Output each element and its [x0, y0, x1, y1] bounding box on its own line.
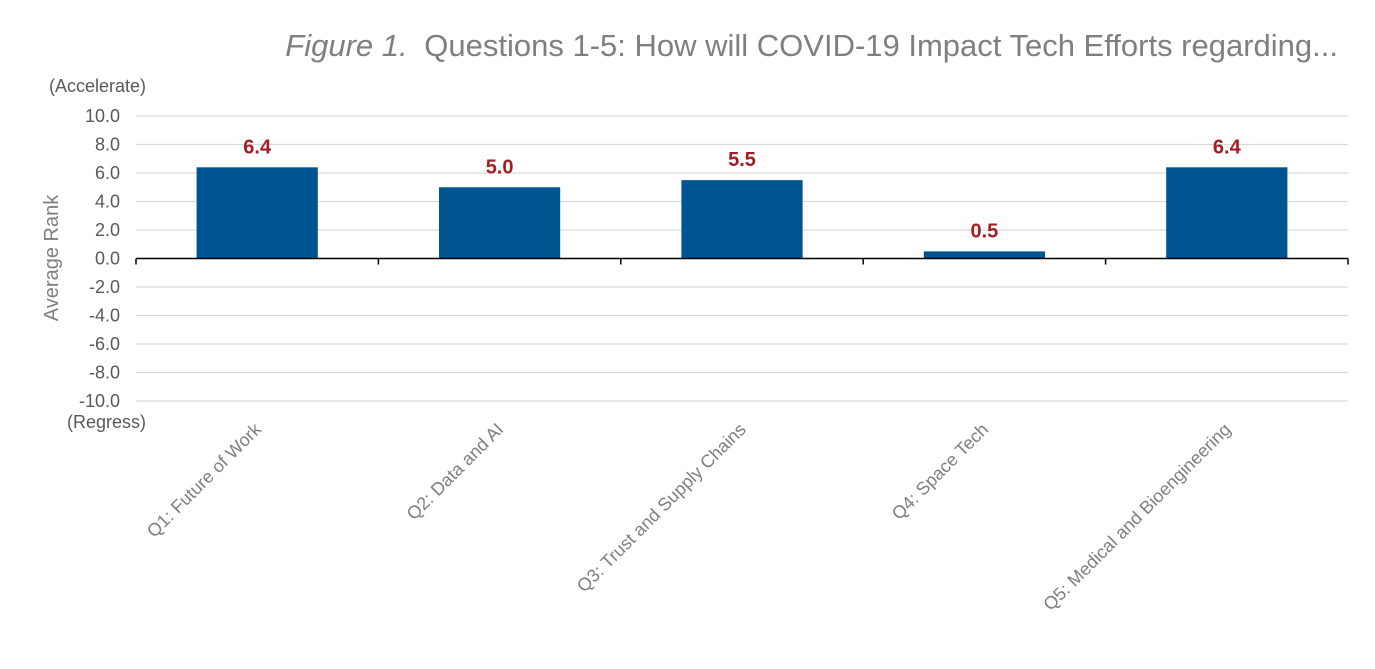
y-tick-label: 10.0: [85, 106, 120, 126]
y-tick-label: -6.0: [89, 334, 120, 354]
y-tick-label: 2.0: [95, 220, 120, 240]
y-tick-label: -2.0: [89, 277, 120, 297]
category-label: Q2: Data and AI: [403, 419, 508, 524]
chart-title: Figure 1. Questions 1-5: How will COVID-…: [285, 28, 1338, 63]
category-label: Q4: Space Tech: [888, 419, 992, 523]
y-tick-labels: 10.0 8.0 6.0 4.0 2.0 0.0 -2.0 -4.0 -6.0 -8.0 -10.0: [79, 106, 120, 411]
y-tick-label: 8.0: [95, 135, 120, 155]
data-label: 5.5: [728, 149, 756, 171]
chart-title-prefix: Figure 1.: [285, 28, 407, 63]
bar: [196, 167, 318, 259]
y-tick-label: -8.0: [89, 363, 120, 383]
data-label: 6.4: [1213, 136, 1242, 158]
chart-title-main: Questions 1-5: How will COVID-19 Impact …: [424, 28, 1338, 63]
y-tick-label: -10.0: [79, 391, 120, 411]
data-labels: 6.4 5.0 5.5 0.5 6.4: [243, 136, 1241, 242]
bar: [923, 251, 1045, 259]
bar: [681, 180, 803, 259]
y-top-note: (Accelerate): [49, 76, 146, 96]
bar: [1166, 167, 1288, 259]
category-label: Q3: Trust and Supply Chains: [573, 419, 750, 596]
y-bottom-note: (Regress): [67, 412, 146, 432]
category-label: Q1: Future of Work: [143, 418, 266, 541]
category-label: Q5: Medical and Bioengineering: [1039, 419, 1234, 614]
y-tick-label: 0.0: [95, 249, 120, 269]
data-label: 0.5: [970, 220, 998, 242]
y-axis-title: Average Rank: [41, 194, 63, 321]
bar: [439, 187, 561, 259]
y-tick-label: 6.0: [95, 163, 120, 183]
zero-axis: [135, 257, 1349, 265]
y-tick-label: 4.0: [95, 192, 120, 212]
category-labels: Q1: Future of Work Q2: Data and AI Q3: Tru…: [143, 418, 1235, 614]
data-label: 5.0: [486, 156, 514, 178]
bars: [196, 167, 1288, 259]
y-tick-label: -4.0: [89, 306, 120, 326]
data-label: 6.4: [243, 136, 272, 158]
